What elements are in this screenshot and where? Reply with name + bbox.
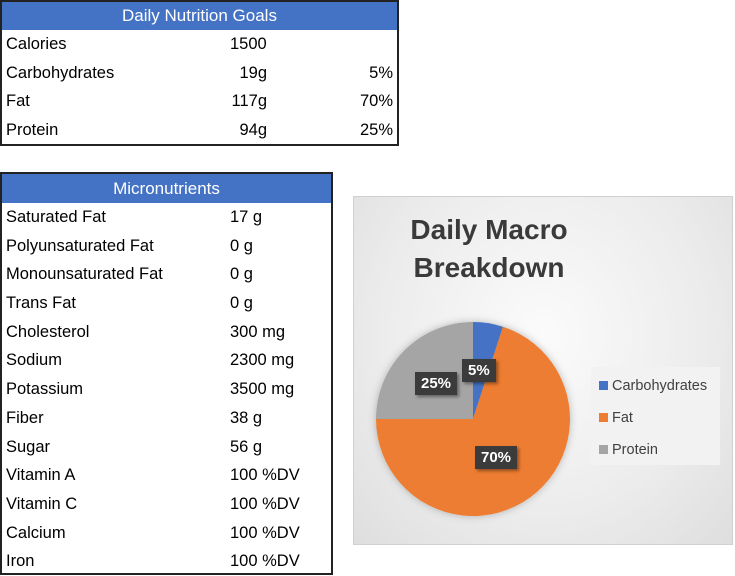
micro-header: Micronutrients — [2, 174, 331, 203]
row-label: Protein — [6, 120, 59, 139]
legend-swatch-icon — [599, 445, 608, 454]
row-value: 0 g — [230, 294, 253, 313]
goals-row-calories: Calories 1500 — [2, 30, 397, 59]
pie-slice-fat[interactable] — [376, 326, 570, 516]
row-value: 2300 mg — [230, 351, 295, 370]
row-value: 300 mg — [230, 322, 286, 341]
legend-item-protein: Protein — [599, 442, 658, 458]
macro-pie-chart[interactable]: Daily Macro Breakdown 5% 25% 70% Carbohy… — [353, 196, 733, 545]
row-label: Calories — [6, 35, 67, 53]
row-value: 100 %DV — [230, 552, 300, 571]
micro-row: Trans Fat 0 g — [2, 289, 331, 318]
row-label: Trans Fat — [6, 294, 76, 313]
row-value: 100 %DV — [230, 523, 300, 542]
row-label: Vitamin C — [6, 494, 78, 513]
row-label: Saturated Fat — [6, 208, 106, 226]
row-grams: 94g — [239, 120, 267, 139]
row-label: Carbohydrates — [6, 63, 115, 82]
legend-item-fat: Fat — [599, 410, 633, 426]
row-value: 100 %DV — [230, 494, 300, 513]
data-label-carbohydrates: 5% — [462, 359, 496, 382]
row-label: Monounsaturated Fat — [6, 265, 163, 284]
micro-row: Saturated Fat 17 g — [2, 203, 331, 232]
row-label: Fat — [6, 92, 30, 111]
row-value: 100 %DV — [230, 466, 300, 485]
row-value: 17 g — [230, 208, 263, 226]
row-percent: 25% — [359, 120, 393, 139]
micronutrients-table: Micronutrients Saturated Fat 17 g Polyuns… — [0, 172, 333, 575]
row-label: Calcium — [6, 523, 66, 542]
row-percent: 70% — [359, 92, 393, 111]
micro-row: Sugar 56 g — [2, 433, 331, 462]
row-grams: 117g — [231, 92, 267, 111]
row-grams: 19g — [239, 63, 267, 82]
legend-swatch-icon — [599, 381, 608, 390]
chart-title: Daily Macro Breakdown — [410, 214, 568, 283]
micro-row: Sodium 2300 mg — [2, 346, 331, 375]
row-label: Sodium — [6, 351, 62, 370]
row-value: 0 g — [230, 236, 253, 255]
micro-row: Fiber 38 g — [2, 404, 331, 433]
row-value: 0 g — [230, 265, 253, 284]
goals-header: Daily Nutrition Goals — [2, 2, 397, 30]
row-percent: 5% — [369, 63, 393, 82]
row-value: 38 g — [230, 408, 263, 427]
micro-row: Monounsaturated Fat 0 g — [2, 260, 331, 289]
micro-row: Vitamin C 100 %DV — [2, 490, 331, 519]
data-label-protein: 25% — [415, 372, 458, 395]
row-value: 56 g — [230, 437, 263, 456]
row-label: Vitamin A — [6, 466, 76, 485]
row-label: Iron — [6, 552, 35, 571]
micro-row: Vitamin A 100 %DV — [2, 461, 331, 490]
row-label: Potassium — [6, 380, 84, 399]
nutrition-goals-table: Daily Nutrition Goals Calories 1500 Carb… — [0, 0, 399, 146]
row-label: Fiber — [6, 408, 44, 427]
chart-legend: Carbohydrates Fat Protein — [591, 367, 720, 465]
micro-row: Calcium 100 %DV — [2, 519, 331, 548]
data-label-fat: 70% — [475, 446, 518, 469]
micro-row: Potassium 3500 mg — [2, 375, 331, 404]
goals-row-carbohydrates: Carbohydrates 19g 5% — [2, 59, 397, 88]
row-label: Sugar — [6, 437, 51, 456]
goals-row-fat: Fat 117g 70% — [2, 87, 397, 116]
micro-row: Iron 100 %DV — [2, 547, 331, 576]
row-label: Cholesterol — [6, 322, 90, 341]
row-amount: 1500 — [230, 35, 267, 53]
micro-row: Cholesterol 300 mg — [2, 318, 331, 347]
micro-row: Polyunsaturated Fat 0 g — [2, 232, 331, 261]
legend-swatch-icon — [599, 413, 608, 422]
row-value: 3500 mg — [230, 380, 295, 399]
goals-row-protein: Protein 94g 25% — [2, 116, 397, 145]
pie-slice-protein[interactable] — [376, 322, 473, 419]
row-label: Polyunsaturated Fat — [6, 236, 154, 255]
legend-item-carbohydrates: Carbohydrates — [599, 378, 707, 394]
